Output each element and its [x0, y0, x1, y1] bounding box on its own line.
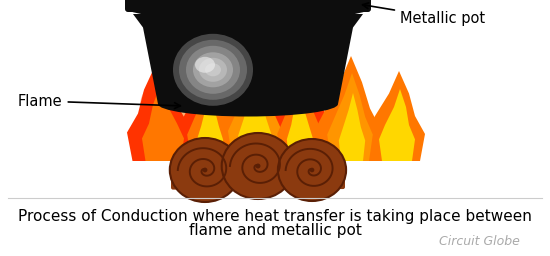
Polygon shape: [287, 89, 313, 161]
Polygon shape: [197, 91, 223, 161]
Ellipse shape: [193, 52, 233, 87]
Ellipse shape: [186, 46, 240, 94]
Polygon shape: [365, 71, 425, 161]
Polygon shape: [133, 14, 363, 104]
Polygon shape: [277, 71, 323, 161]
Ellipse shape: [158, 91, 338, 116]
Ellipse shape: [256, 164, 261, 168]
Ellipse shape: [195, 57, 215, 73]
Ellipse shape: [199, 58, 227, 82]
Ellipse shape: [179, 40, 247, 100]
FancyBboxPatch shape: [223, 159, 293, 186]
Polygon shape: [177, 56, 243, 161]
Text: flame and metallic pot: flame and metallic pot: [189, 223, 361, 239]
Polygon shape: [379, 89, 415, 161]
Ellipse shape: [278, 139, 346, 201]
Text: Metallic pot: Metallic pot: [362, 3, 485, 26]
Polygon shape: [267, 53, 333, 161]
Ellipse shape: [310, 168, 315, 172]
Polygon shape: [127, 66, 193, 161]
FancyBboxPatch shape: [171, 163, 239, 190]
Polygon shape: [228, 61, 282, 161]
Ellipse shape: [173, 34, 253, 106]
Ellipse shape: [128, 0, 368, 20]
Text: Process of Conduction where heat transfer is taking place between: Process of Conduction where heat transfe…: [18, 208, 532, 223]
Ellipse shape: [140, 51, 360, 161]
Polygon shape: [238, 76, 272, 161]
FancyBboxPatch shape: [279, 163, 345, 189]
Ellipse shape: [202, 168, 207, 172]
FancyBboxPatch shape: [125, 0, 371, 12]
Polygon shape: [142, 86, 184, 161]
Polygon shape: [187, 73, 233, 161]
Ellipse shape: [222, 133, 294, 199]
Ellipse shape: [170, 138, 240, 202]
Ellipse shape: [160, 76, 340, 166]
Polygon shape: [216, 46, 294, 161]
Text: Circuit Globe: Circuit Globe: [439, 235, 520, 248]
Polygon shape: [315, 56, 381, 161]
Text: Flame: Flame: [18, 93, 180, 109]
Ellipse shape: [205, 63, 221, 76]
Polygon shape: [327, 73, 373, 161]
Polygon shape: [339, 93, 365, 161]
